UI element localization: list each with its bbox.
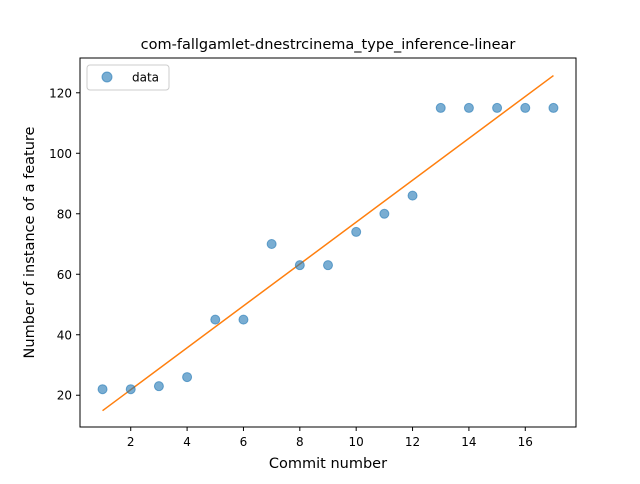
data-point <box>97 384 108 395</box>
x-tick-label: 6 <box>240 435 248 449</box>
data-point <box>520 102 531 113</box>
data-point <box>379 208 390 219</box>
data-point <box>266 239 277 250</box>
data-point <box>463 102 474 113</box>
x-tick-label: 2 <box>127 435 135 449</box>
data-point <box>153 381 164 392</box>
fit-line <box>102 74 554 412</box>
data-point <box>125 384 136 395</box>
y-axis-ticks: 20 40 60 80 100 120 <box>49 86 80 403</box>
plot-area <box>79 57 577 428</box>
legend: data <box>86 64 170 91</box>
data-point <box>182 372 193 383</box>
data-points-layer <box>97 102 559 395</box>
data-point <box>323 260 333 271</box>
plot-frame <box>79 57 577 428</box>
y-tick-label: 60 <box>57 268 72 282</box>
x-tick-label: 14 <box>461 435 476 449</box>
x-axis-ticks: 2 4 6 8 10 12 14 16 <box>127 427 533 449</box>
data-point <box>492 102 503 113</box>
data-point <box>351 226 362 237</box>
x-tick-label: 4 <box>183 435 191 449</box>
y-tick-label: 120 <box>49 86 72 100</box>
y-tick-label: 40 <box>57 328 72 342</box>
data-point <box>294 260 305 271</box>
x-tick-label: 16 <box>518 435 533 449</box>
x-tick-label: 8 <box>296 435 304 449</box>
legend-marker <box>101 71 113 83</box>
chart-title: com-fallgamlet-dnestrcinema_type_inferen… <box>141 37 516 53</box>
x-tick-label: 10 <box>349 435 364 449</box>
y-tick-label: 80 <box>57 207 72 221</box>
legend-label: data <box>132 71 159 85</box>
data-point <box>435 102 446 113</box>
x-tick-label: 12 <box>405 435 420 449</box>
fit-line-layer <box>102 74 554 412</box>
y-tick-label: 20 <box>57 389 72 403</box>
x-axis-label: Commit number <box>269 456 387 472</box>
y-axis-label: Number of instance of a feature <box>22 126 38 358</box>
legend-frame <box>86 64 170 91</box>
data-point <box>238 314 249 325</box>
data-point <box>407 190 418 201</box>
y-tick-label: 100 <box>49 147 72 161</box>
data-point <box>548 102 559 113</box>
data-point <box>210 314 221 325</box>
